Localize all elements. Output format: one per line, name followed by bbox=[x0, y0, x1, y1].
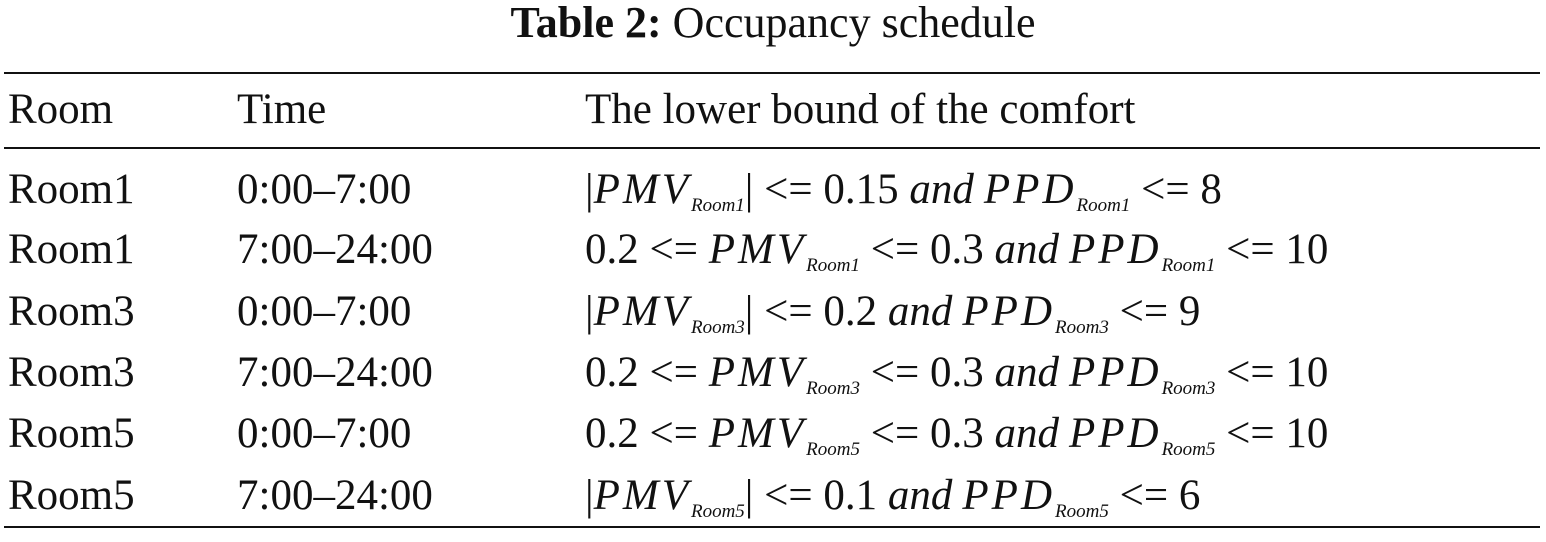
ppd-symbol: PPD bbox=[1068, 349, 1162, 396]
room-cell: Room5 bbox=[8, 472, 135, 519]
and-word: and bbox=[994, 349, 1059, 396]
comfort-pre: 0.2 <= bbox=[585, 226, 709, 273]
header-time: Time bbox=[237, 86, 327, 133]
comfort-post: <= 9 bbox=[1108, 288, 1201, 335]
pmv-symbol: PMV bbox=[593, 288, 691, 335]
pmv-symbol: PMV bbox=[593, 472, 691, 519]
pmv-subscript: Room3 bbox=[690, 317, 745, 338]
pmv-symbol: PMV bbox=[708, 410, 807, 457]
comfort-mid: | <= 0.2 bbox=[744, 288, 888, 335]
comfort-pre: 0.2 <= bbox=[585, 410, 709, 457]
ppd-symbol: PPD bbox=[962, 288, 1055, 335]
and-word: and bbox=[994, 410, 1059, 457]
ppd-symbol: PPD bbox=[1068, 226, 1162, 273]
table-caption-label: Table 2: bbox=[510, 0, 662, 47]
table-row: Room5 0:00–7:00 0.2 <= PMVRoom5 <= 0.3 a… bbox=[0, 404, 1546, 464]
table-header-rule bbox=[4, 147, 1540, 149]
comfort-post: <= 8 bbox=[1130, 166, 1222, 213]
and-word: and bbox=[887, 472, 953, 519]
comfort-mid: <= 0.3 bbox=[859, 349, 995, 396]
comfort-pre: | bbox=[585, 288, 594, 335]
table-row: Room5 7:00–24:00 |PMVRoom5| <= 0.1 and PP… bbox=[0, 466, 1546, 526]
ppd-subscript: Room5 bbox=[1161, 439, 1216, 460]
time-cell: 7:00–24:00 bbox=[237, 226, 433, 273]
comfort-post: <= 10 bbox=[1215, 410, 1329, 457]
ppd-subscript: Room3 bbox=[1055, 317, 1109, 338]
time-cell: 0:00–7:00 bbox=[237, 410, 412, 457]
table-row: Room1 7:00–24:00 0.2 <= PMVRoom1 <= 0.3 … bbox=[0, 220, 1546, 280]
pmv-subscript: Room5 bbox=[806, 439, 860, 460]
comfort-cell: 0.2 <= PMVRoom5 <= 0.3 and PPDRoom5 <= 10 bbox=[585, 404, 1328, 480]
comfort-cell: 0.2 <= PMVRoom3 <= 0.3 and PPDRoom3 <= 10 bbox=[585, 343, 1328, 419]
ppd-subscript: Room1 bbox=[1076, 195, 1131, 216]
table-row: Room1 0:00–7:00 |PMVRoom1| <= 0.15 and PP… bbox=[0, 160, 1546, 220]
and-word: and bbox=[887, 288, 953, 335]
table-caption: Table 2: Occupancy schedule bbox=[0, 0, 1546, 60]
time-cell: 0:00–7:00 bbox=[237, 288, 412, 335]
pmv-symbol: PMV bbox=[708, 349, 807, 396]
comfort-mid: | <= 0.1 bbox=[744, 472, 888, 519]
comfort-cell: |PMVRoom5| <= 0.1 and PPDRoom5 <= 6 bbox=[585, 466, 1200, 542]
comfort-post: <= 6 bbox=[1108, 472, 1201, 519]
pmv-subscript: Room1 bbox=[806, 255, 860, 276]
ppd-symbol: PPD bbox=[1068, 410, 1162, 457]
table-row: Room3 7:00–24:00 0.2 <= PMVRoom3 <= 0.3 … bbox=[0, 343, 1546, 403]
and-word: and bbox=[909, 166, 974, 213]
comfort-mid: <= 0.3 bbox=[859, 410, 995, 457]
table-bottom-rule bbox=[4, 526, 1540, 528]
comfort-cell: 0.2 <= PMVRoom1 <= 0.3 and PPDRoom1 <= 10 bbox=[585, 220, 1328, 296]
time-cell: 7:00–24:00 bbox=[237, 472, 433, 519]
comfort-pre: | bbox=[585, 472, 594, 519]
room-cell: Room3 bbox=[8, 288, 135, 335]
header-room: Room bbox=[8, 86, 114, 133]
ppd-symbol: PPD bbox=[983, 166, 1077, 213]
room-cell: Room1 bbox=[8, 226, 135, 273]
comfort-cell: |PMVRoom3| <= 0.2 and PPDRoom3 <= 9 bbox=[585, 282, 1200, 358]
time-cell: 0:00–7:00 bbox=[237, 166, 412, 213]
ppd-symbol: PPD bbox=[962, 472, 1055, 519]
room-cell: Room5 bbox=[8, 410, 135, 457]
comfort-post: <= 10 bbox=[1215, 349, 1329, 396]
comfort-mid: <= 0.3 bbox=[859, 226, 995, 273]
comfort-post: <= 10 bbox=[1215, 226, 1329, 273]
table-row: Room3 0:00–7:00 |PMVRoom3| <= 0.2 and PPD… bbox=[0, 282, 1546, 342]
pmv-subscript: Room5 bbox=[690, 501, 745, 522]
pmv-subscript: Room3 bbox=[806, 378, 860, 399]
comfort-mid: | <= 0.15 bbox=[744, 166, 910, 213]
time-cell: 7:00–24:00 bbox=[237, 349, 433, 396]
header-comfort: The lower bound of the comfort bbox=[585, 86, 1136, 133]
comfort-pre: | bbox=[585, 166, 594, 213]
pmv-symbol: PMV bbox=[593, 166, 691, 213]
room-cell: Room3 bbox=[8, 349, 135, 396]
ppd-subscript: Room1 bbox=[1161, 255, 1216, 276]
comfort-cell: |PMVRoom1| <= 0.15 and PPDRoom1 <= 8 bbox=[585, 160, 1222, 236]
table-top-rule bbox=[4, 72, 1540, 74]
room-cell: Room1 bbox=[8, 166, 135, 213]
table-header-row: Room Time The lower bound of the comfort bbox=[0, 80, 1546, 140]
ppd-subscript: Room5 bbox=[1055, 501, 1109, 522]
ppd-subscript: Room3 bbox=[1161, 378, 1216, 399]
and-word: and bbox=[994, 226, 1059, 273]
table-caption-title: Occupancy schedule bbox=[672, 0, 1036, 47]
pmv-symbol: PMV bbox=[708, 226, 807, 273]
pmv-subscript: Room1 bbox=[690, 195, 745, 216]
comfort-pre: 0.2 <= bbox=[585, 349, 709, 396]
